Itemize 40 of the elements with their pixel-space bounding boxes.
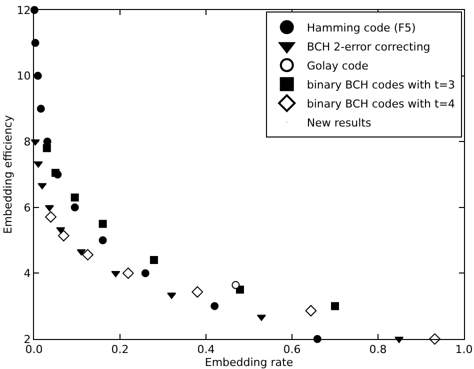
y-axis-title: Embedding efficiency	[1, 114, 14, 234]
point	[34, 161, 43, 168]
x-tick-label: 0.0	[25, 343, 43, 356]
y-tick-label: 10	[16, 70, 31, 83]
point	[111, 270, 120, 278]
legend-label: Hamming code (F5)	[306, 21, 416, 34]
legend-label: binary BCH codes with t=4	[306, 97, 456, 110]
legend-label: binary BCH codes with t=3	[306, 78, 456, 92]
legend-label: BCH 2-error correcting	[306, 40, 430, 54]
point	[98, 236, 107, 244]
point	[42, 144, 51, 152]
point	[210, 302, 219, 310]
x-tick-label: 1.0	[455, 343, 473, 356]
point	[98, 220, 107, 228]
point	[70, 203, 79, 212]
point	[36, 104, 45, 113]
y-tick-label: 4	[24, 267, 31, 280]
point	[70, 194, 79, 202]
point	[150, 256, 158, 264]
text: New results	[306, 116, 372, 130]
x-tick-label: 0.6	[283, 343, 301, 356]
point	[141, 269, 150, 278]
point	[58, 230, 70, 242]
point	[82, 249, 94, 260]
x-tick-label: 0.4	[197, 343, 215, 356]
y-tick-label: 8	[24, 135, 31, 148]
point	[232, 281, 240, 290]
y-tick-label: 2	[24, 332, 31, 346]
y-tick-label: 6	[24, 201, 31, 214]
point	[45, 211, 56, 223]
y-tick-label: 12	[16, 4, 31, 17]
x-axis-title: Embedding rate	[204, 356, 294, 369]
legend-label: Golay code	[306, 59, 369, 72]
point	[192, 286, 204, 298]
point	[331, 302, 339, 310]
x-tick-label: 0.2	[111, 343, 129, 356]
point	[122, 268, 134, 279]
point	[54, 170, 62, 178]
point	[305, 305, 317, 316]
x-tick-label: 0.8	[369, 343, 387, 356]
